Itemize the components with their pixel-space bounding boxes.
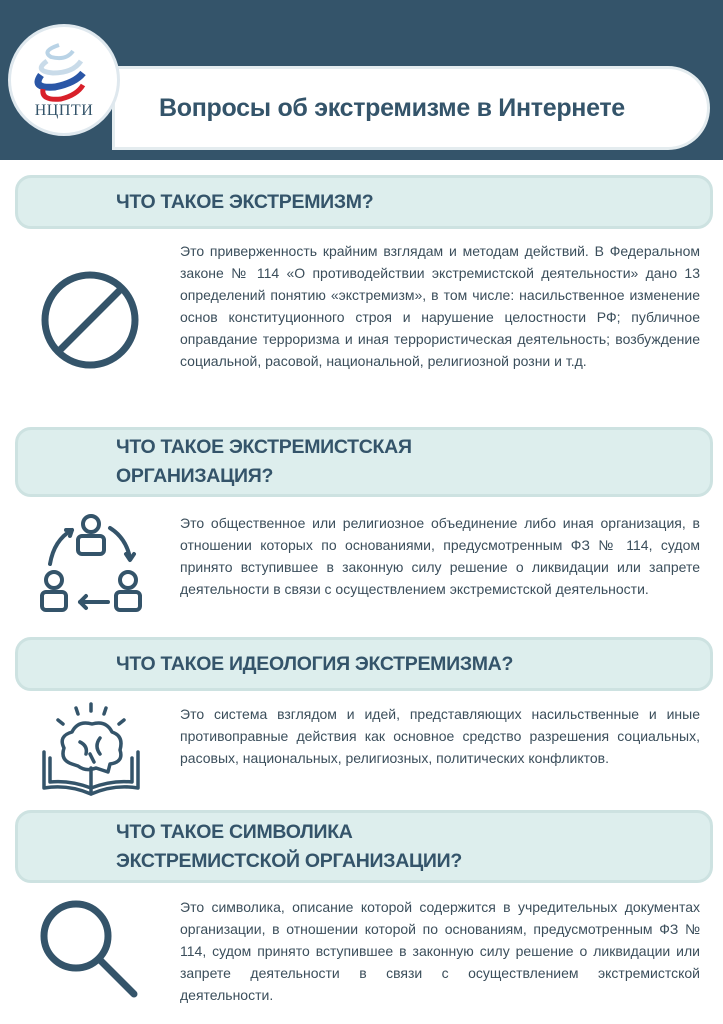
people-cycle-icon (40, 514, 142, 612)
logo: НЦПТИ (8, 24, 120, 136)
magnifier-icon (40, 900, 138, 998)
logo-text: НЦПТИ (34, 102, 94, 119)
title-pill: Вопросы об экстремизме в Интернете (112, 66, 710, 150)
heading: ЧТО ТАКОЕ СИМВОЛИКА ЭКСТРЕМИСТСКОЙ ОРГАН… (116, 820, 462, 872)
section-text: Это приверженность крайним взглядам и ме… (180, 243, 700, 369)
logo-ribbon-icon (34, 43, 86, 102)
heading: ЧТО ТАКОЕ ИДЕОЛОГИЯ ЭКСТРЕМИЗМА? (116, 652, 514, 675)
prohibition-icon (41, 271, 139, 369)
brain-book-icon (42, 702, 140, 796)
section-text: Это система взглядом и идей, представляю… (180, 706, 700, 766)
section-heading-symbols: ЧТО ТАКОЕ СИМВОЛИКА ЭКСТРЕМИСТСКОЙ ОРГАН… (15, 810, 713, 883)
page-title: Вопросы об экстремизме в Интернете (159, 93, 625, 122)
section-heading-organization: ЧТО ТАКОЕ ЭКСТРЕМИСТСКАЯ ОРГАНИЗАЦИЯ? (15, 427, 713, 497)
section-heading-ideology: ЧТО ТАКОЕ ИДЕОЛОГИЯ ЭКСТРЕМИЗМА? (15, 637, 713, 691)
section-text: Это символика, описание которой содержит… (180, 899, 700, 1003)
section-heading-extremism: ЧТО ТАКОЕ ЭКСТРЕМИЗМ? (15, 175, 713, 229)
heading: ЧТО ТАКОЕ ЭКСТРЕМИЗМ? (116, 190, 374, 213)
heading: ЧТО ТАКОЕ ЭКСТРЕМИСТСКАЯ ОРГАНИЗАЦИЯ? (116, 436, 412, 487)
section-text: Это общественное или религиозное объедин… (180, 515, 700, 597)
